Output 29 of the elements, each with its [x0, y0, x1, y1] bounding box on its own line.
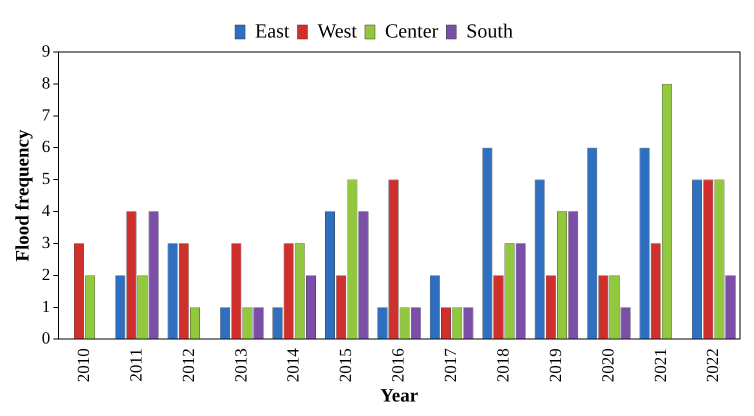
y-tick-label: 3	[42, 232, 50, 252]
legend-label: West	[317, 20, 358, 42]
x-tick-label: 2017	[441, 348, 460, 382]
y-tick-label: 4	[42, 201, 51, 220]
y-tick-label: 1	[42, 296, 50, 316]
x-tick-label: 2014	[284, 348, 303, 382]
y-tick-label: 0	[42, 328, 50, 348]
legend-label: South	[466, 20, 513, 42]
legend-label: Center	[384, 20, 439, 42]
x-tick-label: 2019	[546, 348, 565, 382]
x-tick-label: 2012	[178, 348, 198, 382]
x-tick-label: 2016	[388, 348, 408, 382]
x-tick-label: 2011	[126, 348, 146, 382]
x-tick-label: 2020	[598, 348, 618, 382]
x-axis-title: Year	[380, 386, 419, 407]
y-tick-label: 6	[42, 137, 50, 156]
x-tick-label: 2015	[336, 348, 356, 382]
y-tick-label: 8	[42, 73, 50, 92]
x-tick-label: 2022	[703, 348, 722, 382]
x-tick-label: 2021	[650, 348, 670, 382]
x-tick-label: 2010	[74, 348, 93, 382]
y-tick-label: 5	[42, 169, 50, 188]
y-axis-title: Flood frequency	[12, 129, 34, 262]
y-tick-label: 9	[42, 41, 50, 60]
y-tick-label: 2	[42, 264, 50, 284]
x-tick-label: 2018	[493, 348, 512, 382]
y-tick-label: 7	[42, 105, 51, 124]
x-tick-label: 2013	[231, 348, 250, 382]
legend-label: East	[255, 20, 290, 42]
